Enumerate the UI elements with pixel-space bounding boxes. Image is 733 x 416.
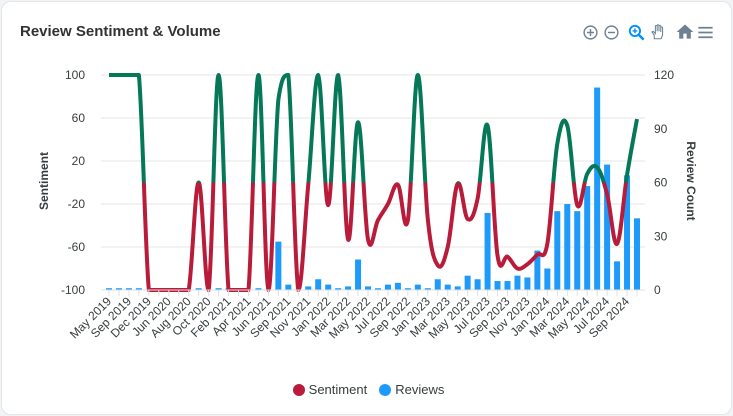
review-bar[interactable]: [634, 218, 640, 290]
legend-label: Reviews: [395, 382, 445, 397]
y-left-tick-label: 20: [72, 154, 86, 168]
chart-title: Review Sentiment & Volume: [20, 23, 221, 40]
review-bar[interactable]: [474, 279, 481, 290]
review-bar[interactable]: [584, 186, 591, 290]
review-bar[interactable]: [315, 279, 322, 290]
review-bar[interactable]: [325, 284, 332, 290]
review-bar[interactable]: [135, 288, 142, 290]
review-bar[interactable]: [454, 286, 461, 290]
review-bar[interactable]: [275, 241, 282, 290]
review-bar[interactable]: [534, 250, 541, 290]
review-bar[interactable]: [374, 288, 381, 290]
review-bar[interactable]: [564, 204, 571, 290]
chart-svg: Sentiment Review Count 100 60 20 -20 -60 -100…: [37, 68, 698, 341]
review-bar[interactable]: [614, 261, 621, 290]
y-right-tick-label: 120: [654, 68, 674, 82]
review-bar[interactable]: [594, 87, 601, 291]
review-bar[interactable]: [514, 275, 521, 290]
review-bar[interactable]: [604, 164, 611, 290]
review-bar[interactable]: [335, 288, 342, 290]
review-bar[interactable]: [115, 288, 122, 290]
review-bar[interactable]: [345, 286, 352, 290]
pan-icon[interactable]: [647, 21, 668, 43]
review-bar[interactable]: [195, 288, 202, 290]
review-bar[interactable]: [574, 211, 581, 290]
chart-toolbar: [580, 21, 716, 43]
review-bar[interactable]: [444, 284, 451, 290]
legend-marker-reviews: [379, 383, 392, 396]
review-bar[interactable]: [365, 286, 372, 290]
review-bar[interactable]: [434, 279, 441, 290]
y-right-tick-label: 90: [654, 122, 668, 136]
zoom-in-icon[interactable]: [580, 21, 601, 43]
review-bar[interactable]: [355, 259, 362, 290]
sentiment-line[interactable]: [109, 73, 639, 292]
selection-zoom-icon[interactable]: [626, 21, 647, 43]
review-bar[interactable]: [524, 277, 531, 290]
review-bar[interactable]: [424, 288, 431, 290]
y-left-title: Sentiment: [37, 152, 51, 210]
zoom-out-icon[interactable]: [601, 21, 622, 43]
menu-icon[interactable]: [695, 21, 716, 43]
y-right-title: Review Count: [684, 141, 698, 220]
review-bar[interactable]: [404, 288, 411, 290]
review-bar[interactable]: [494, 281, 501, 290]
review-bar[interactable]: [484, 212, 491, 290]
y-left-tick-label: -100: [61, 283, 85, 297]
y-right-tick-label: 30: [654, 229, 668, 243]
review-bar[interactable]: [464, 275, 471, 290]
review-bar[interactable]: [215, 288, 222, 290]
y-left-tick-label: -20: [68, 197, 86, 211]
legend: Sentiment Reviews: [2, 382, 733, 397]
review-bar[interactable]: [414, 284, 421, 290]
review-bar[interactable]: [255, 288, 262, 290]
review-bar[interactable]: [125, 288, 132, 290]
y-right-tick-label: 60: [654, 176, 668, 190]
legend-marker-sentiment: [292, 383, 305, 396]
review-bar[interactable]: [624, 175, 631, 290]
review-bar[interactable]: [384, 284, 391, 290]
review-bar[interactable]: [544, 268, 551, 291]
home-icon[interactable]: [674, 21, 695, 43]
legend-item-sentiment[interactable]: Sentiment: [292, 382, 368, 397]
review-bar[interactable]: [106, 288, 112, 290]
review-bar[interactable]: [554, 211, 561, 290]
review-bar[interactable]: [305, 286, 312, 290]
y-left-tick-label: 60: [72, 111, 86, 125]
legend-label: Sentiment: [308, 382, 368, 397]
review-bar[interactable]: [285, 284, 292, 290]
y-right-tick-label: 0: [654, 283, 661, 297]
legend-item-reviews[interactable]: Reviews: [379, 382, 444, 397]
review-bar[interactable]: [504, 281, 511, 290]
y-left-tick-label: -60: [68, 240, 86, 254]
review-bar[interactable]: [394, 282, 401, 290]
y-left-tick-label: 100: [65, 68, 85, 82]
